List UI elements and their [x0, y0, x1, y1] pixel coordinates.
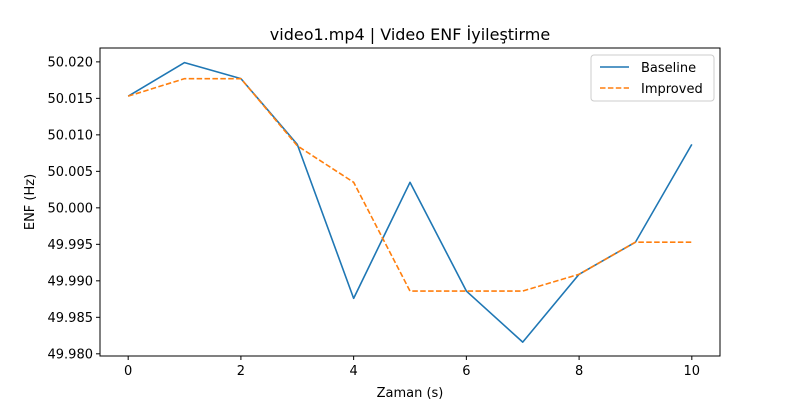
y-tick-label: 49.990: [48, 274, 94, 289]
x-axis-ticks: 0 2 4 6 8 10: [124, 356, 700, 379]
x-tick-label: 4: [349, 364, 357, 379]
legend-label-baseline: Baseline: [641, 61, 696, 76]
y-tick-label: 50.000: [48, 201, 94, 216]
legend-items: Baseline Improved: [600, 61, 703, 97]
y-tick-label: 49.985: [48, 311, 94, 326]
y-tick-label: 49.980: [48, 347, 94, 362]
y-axis-ticks: 49.980 49.985 49.990 49.995 50.000 50.005 50.0…: [48, 55, 100, 362]
x-tick-label: 8: [575, 364, 583, 379]
legend: Baseline Improved: [590, 54, 715, 102]
y-axis-label: ENF (Hz): [23, 174, 38, 230]
y-tick-label: 50.005: [48, 165, 94, 180]
x-axis-label: Zaman (s): [377, 386, 444, 400]
axes-frame: [99, 47, 721, 357]
x-tick-label: 2: [237, 364, 245, 379]
plot-area: 0 2 4 6 8 10 49.980 49.985 49.990 49.995 50.000 50…: [48, 47, 721, 379]
x-tick-label: 6: [462, 364, 470, 379]
y-tick-label: 49.995: [48, 238, 94, 253]
y-tick-label: 50.010: [48, 128, 94, 143]
legend-label-improved: Improved: [641, 82, 703, 97]
chart-title: video1.mp4 | Video ENF İyileştirme: [270, 25, 550, 44]
series-line-improved: [127, 77, 692, 292]
x-tick-label: 0: [124, 364, 132, 379]
x-tick-label: 10: [684, 364, 701, 379]
y-tick-label: 50.020: [48, 55, 94, 70]
series-layer: [127, 61, 693, 343]
y-tick-label: 50.015: [48, 92, 94, 107]
